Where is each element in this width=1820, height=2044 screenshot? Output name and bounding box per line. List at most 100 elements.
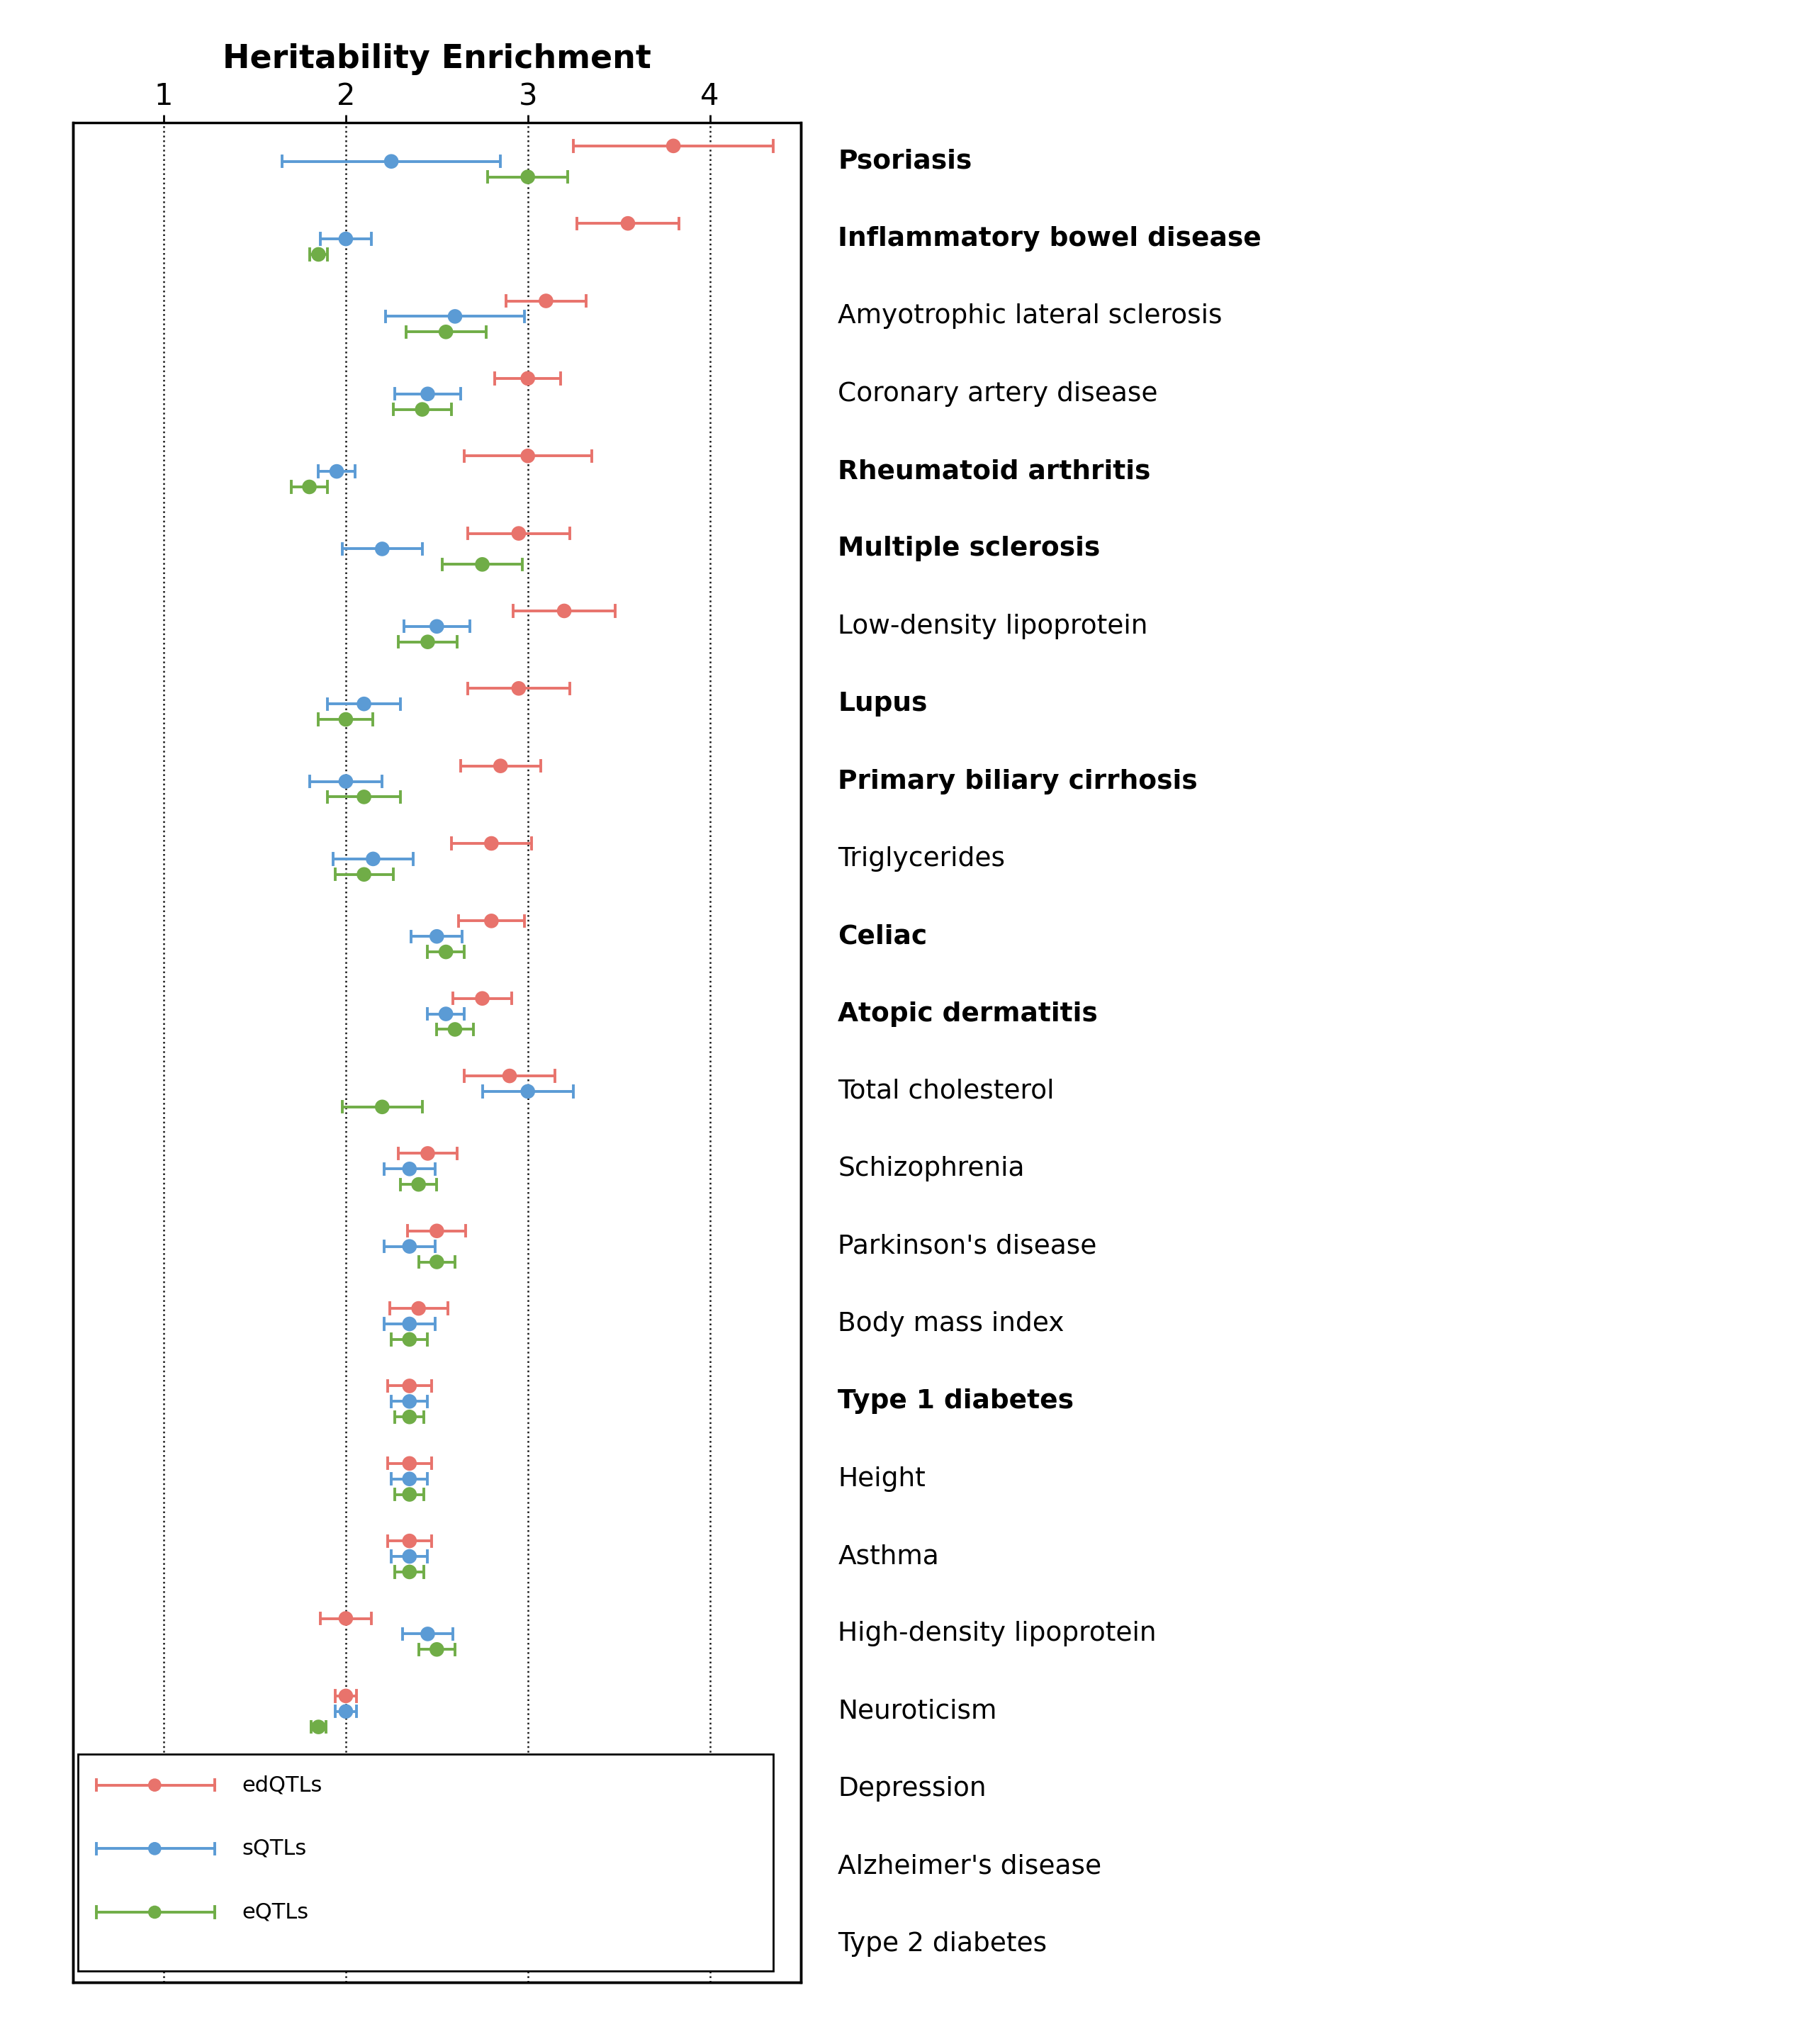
Point (486, 750, 515, 783)
Point (286, 1836, 315, 1868)
Point (258, 1911, 288, 1944)
Text: Celiac: Celiac (837, 924, 928, 948)
Point (331, 764, 360, 797)
Point (404, 1866, 433, 1899)
Point (395, 1464, 424, 1496)
Text: Total cholesterol: Total cholesterol (837, 1079, 1054, 1104)
Text: Primary biliary cirrhosis: Primary biliary cirrhosis (837, 769, 1198, 795)
Point (395, 1539, 424, 1572)
Point (304, 1758, 333, 1791)
Point (349, 858, 379, 891)
Text: Multiple sclerosis: Multiple sclerosis (837, 536, 1101, 562)
Point (140, 1768, 169, 1801)
Point (413, 625, 442, 658)
Point (550, 595, 579, 628)
Point (368, 533, 397, 566)
Point (413, 1927, 442, 1960)
Point (395, 1478, 424, 1511)
Point (404, 1167, 433, 1200)
Text: Type 1 diabetes: Type 1 diabetes (837, 1388, 1074, 1414)
Text: Atopic dermatitis: Atopic dermatitis (837, 1002, 1097, 1026)
Point (513, 362, 542, 394)
Point (513, 161, 542, 194)
Point (395, 1525, 424, 1558)
Point (331, 703, 360, 736)
Point (395, 1555, 424, 1588)
Text: Triglycerides: Triglycerides (837, 846, 1005, 871)
Point (659, 129, 688, 161)
Text: Inflammatory bowel disease: Inflammatory bowel disease (837, 227, 1261, 251)
Point (504, 672, 533, 705)
Text: Psoriasis: Psoriasis (837, 149, 972, 174)
Point (395, 1230, 424, 1263)
Point (422, 1245, 451, 1278)
Point (331, 1680, 360, 1713)
Point (140, 1895, 169, 1927)
Text: Rheumatoid arthritis: Rheumatoid arthritis (837, 458, 1150, 484)
Text: edQTLs: edQTLs (242, 1774, 322, 1795)
Point (431, 997, 460, 1030)
Point (440, 1014, 470, 1047)
Point (331, 1788, 360, 1821)
Point (304, 237, 333, 270)
Point (368, 1091, 397, 1124)
Point (304, 1711, 333, 1744)
Text: Schizophrenia: Schizophrenia (837, 1157, 1025, 1181)
Point (404, 1292, 433, 1325)
Point (395, 1153, 424, 1186)
Point (477, 828, 506, 861)
Point (413, 378, 442, 411)
Point (377, 145, 406, 178)
Point (395, 1308, 424, 1341)
Text: Height: Height (837, 1466, 926, 1492)
Point (413, 1617, 442, 1650)
Point (395, 1447, 424, 1480)
Point (349, 781, 379, 814)
Point (331, 1602, 360, 1635)
Text: Type 2 diabetes: Type 2 diabetes (837, 1932, 1046, 1956)
Point (422, 1214, 451, 1247)
Point (395, 1369, 424, 1402)
Point (422, 920, 451, 953)
Point (531, 1944, 561, 1977)
Point (395, 1322, 424, 1355)
Point (513, 439, 542, 472)
Point (322, 456, 351, 489)
Point (295, 470, 324, 503)
Point (431, 936, 460, 969)
Point (531, 284, 561, 317)
Bar (78, 1754, 774, 1970)
Text: High-density lipoprotein: High-density lipoprotein (837, 1621, 1156, 1647)
Point (504, 517, 533, 550)
Point (349, 1850, 379, 1883)
Text: eQTLs: eQTLs (242, 1901, 309, 1923)
Point (468, 981, 497, 1014)
Point (349, 687, 379, 719)
Text: Amyotrophic lateral sclerosis: Amyotrophic lateral sclerosis (837, 305, 1223, 329)
Text: Parkinson's disease: Parkinson's disease (837, 1235, 1097, 1259)
Point (395, 1386, 424, 1419)
Point (613, 206, 642, 239)
Point (477, 905, 506, 938)
Point (408, 392, 437, 425)
Text: sQTLs: sQTLs (242, 1838, 308, 1858)
Point (422, 1633, 451, 1666)
Text: Alzheimer's disease: Alzheimer's disease (837, 1854, 1101, 1878)
Text: Asthma: Asthma (837, 1543, 939, 1570)
Point (140, 1831, 169, 1864)
Text: Low-density lipoprotein: Low-density lipoprotein (837, 613, 1148, 640)
Point (513, 1075, 542, 1108)
Text: Coronary artery disease: Coronary artery disease (837, 380, 1158, 407)
Text: Body mass index: Body mass index (837, 1310, 1065, 1337)
Point (440, 300, 470, 333)
Point (395, 1400, 424, 1433)
Text: Lupus: Lupus (837, 691, 928, 717)
Point (431, 315, 460, 347)
X-axis label: Heritability Enrichment: Heritability Enrichment (222, 43, 652, 76)
Point (422, 609, 451, 642)
Text: Depression: Depression (837, 1776, 986, 1801)
Point (495, 1059, 524, 1091)
Point (349, 1772, 379, 1805)
Point (468, 548, 497, 580)
Point (331, 1694, 360, 1727)
